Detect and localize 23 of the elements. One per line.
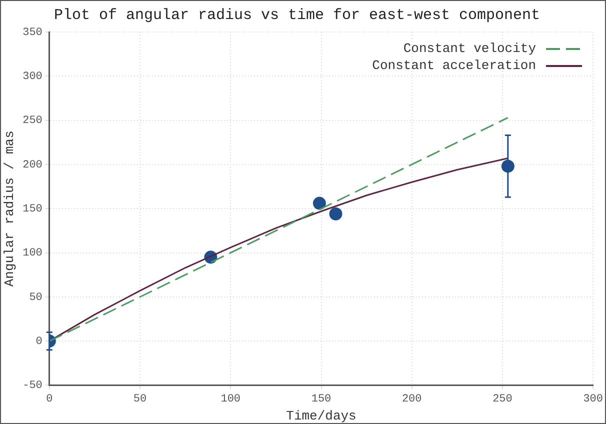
x-tick-label: 200 [402,394,422,406]
x-tick-label: 150 [311,394,332,406]
y-axis-title: Angular radius / mas [2,130,18,287]
y-tick-label: 250 [22,115,42,128]
x-tick-label: 250 [492,394,512,406]
legend-label: Constant velocity [403,40,536,57]
y-tick-label: 0 [36,336,42,348]
x-tick-label: 300 [583,394,604,406]
y-tick-label: -50 [22,380,42,392]
point [312,196,326,210]
x-tick-label: 0 [46,394,53,406]
x-tick-label: 100 [220,394,241,406]
x-axis-title: Time/days [286,408,356,424]
y-tick-label: 150 [22,204,42,216]
y-tick-label: 350 [22,26,42,39]
x-tick-label: 50 [133,394,147,406]
legend-label: Constant acceleration [372,57,536,74]
y-tick-label: 50 [29,292,42,304]
point [329,207,342,220]
chart-title: Plot of angular radius vs time for east-west component [54,6,540,24]
y-tick-label: 100 [22,248,42,260]
y-tick-label: 300 [22,71,42,84]
y-tick-label: 200 [22,159,42,172]
